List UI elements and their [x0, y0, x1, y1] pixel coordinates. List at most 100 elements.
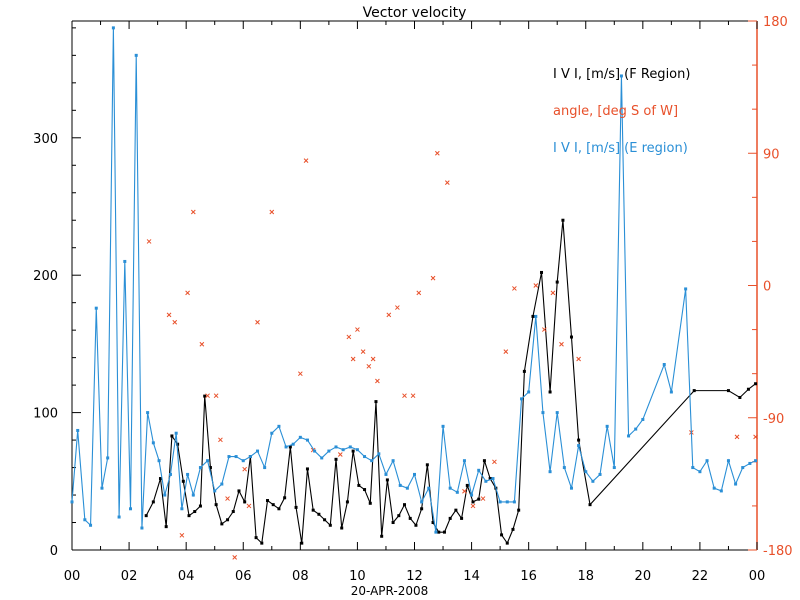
data-point: [300, 541, 304, 545]
data-point: [431, 521, 435, 525]
data-point: [117, 515, 121, 519]
data-point: [320, 456, 324, 460]
data-point: [337, 452, 343, 457]
x-tick-label: 14: [463, 569, 480, 584]
data-point: [482, 459, 486, 463]
data-point: [355, 448, 359, 452]
data-point: [368, 501, 372, 505]
x-tick-label: 16: [520, 569, 537, 584]
x-tick-label: 00: [749, 569, 766, 584]
data-point: [471, 500, 475, 504]
y-right-tick-label: 180: [763, 15, 788, 30]
data-point: [512, 286, 517, 291]
data-point: [243, 500, 247, 504]
data-point: [193, 510, 197, 514]
data-point: [470, 503, 476, 509]
data-point: [83, 518, 87, 522]
x-tick-label: 10: [349, 569, 366, 584]
data-point: [527, 390, 531, 394]
data-point: [89, 523, 93, 527]
marker-stroke: [444, 180, 450, 185]
marker-stroke: [734, 434, 740, 440]
data-point: [403, 503, 407, 507]
data-point: [260, 541, 264, 545]
data-point: [328, 523, 332, 527]
data-point: [140, 526, 144, 530]
series-0: [144, 218, 758, 545]
data-point: [405, 486, 409, 490]
data-point: [555, 280, 559, 284]
data-point: [303, 158, 309, 163]
data-point: [402, 393, 407, 399]
data-point: [444, 180, 450, 185]
data-point: [218, 437, 223, 443]
data-point: [462, 488, 467, 494]
data-point: [334, 457, 338, 461]
data-point: [123, 259, 127, 263]
data-point: [271, 503, 275, 507]
data-point: [550, 290, 556, 296]
data-point: [198, 504, 202, 508]
data-point: [370, 356, 376, 362]
chart-series-layer: [70, 26, 758, 560]
data-point: [291, 442, 295, 446]
data-point: [517, 508, 521, 512]
data-point: [559, 341, 564, 347]
marker-stroke: [480, 496, 486, 501]
data-point: [738, 395, 742, 399]
marker-stroke: [246, 503, 252, 509]
data-point: [146, 411, 150, 415]
data-point: [225, 496, 230, 501]
data-point: [427, 486, 431, 490]
data-point: [598, 472, 602, 476]
data-point: [584, 470, 588, 474]
data-point: [430, 275, 436, 281]
data-point: [384, 472, 388, 476]
x-tick-label: 12: [406, 569, 423, 584]
data-point: [442, 530, 446, 534]
data-point: [612, 466, 616, 470]
data-point: [213, 393, 219, 399]
data-point: [541, 411, 545, 415]
data-point: [605, 424, 609, 428]
data-point: [484, 479, 488, 483]
marker-stroke: [172, 319, 178, 325]
data-point: [684, 287, 688, 291]
data-point: [569, 335, 573, 339]
data-point: [500, 533, 504, 537]
x-tick-label: 20: [635, 569, 652, 584]
data-point: [746, 387, 750, 391]
data-point: [220, 522, 224, 526]
x-tick-label: 22: [692, 569, 709, 584]
data-point: [345, 500, 349, 504]
data-point: [577, 444, 581, 448]
data-point: [70, 500, 74, 504]
marker-stroke: [205, 393, 210, 399]
legend-entry: I V I, [m/s] (F Region): [553, 67, 690, 82]
y-right-tick-label: -90: [763, 412, 784, 427]
data-point: [168, 472, 172, 476]
data-point: [753, 434, 758, 440]
data-point: [385, 478, 389, 482]
data-point: [460, 516, 464, 520]
data-point: [111, 26, 115, 30]
data-point: [569, 486, 573, 490]
y-right-tick-label: 90: [763, 147, 780, 162]
data-point: [213, 489, 217, 493]
data-point: [562, 466, 566, 470]
data-point: [662, 363, 666, 367]
x-tick-label: 06: [235, 569, 252, 584]
data-point: [185, 290, 190, 296]
marker-stroke: [492, 459, 497, 465]
data-point: [298, 435, 302, 439]
data-point: [234, 455, 238, 459]
data-point: [380, 534, 384, 538]
data-point: [313, 449, 317, 453]
data-point: [669, 390, 673, 394]
marker-stroke: [337, 452, 343, 457]
data-point: [505, 500, 509, 504]
data-point: [448, 486, 452, 490]
data-point: [134, 53, 138, 57]
data-point: [198, 466, 202, 470]
data-point: [106, 456, 110, 460]
